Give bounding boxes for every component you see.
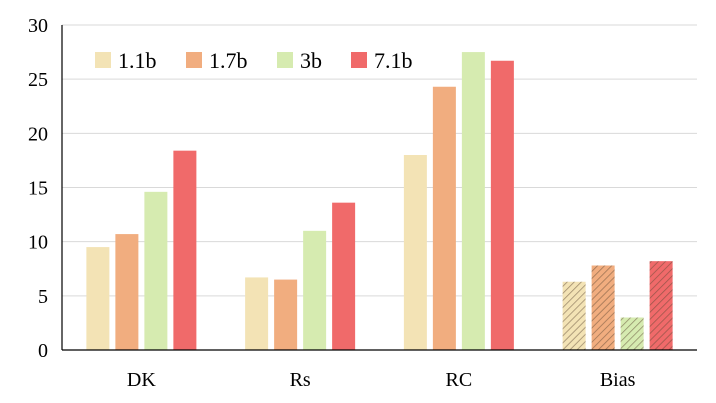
y-tick-label: 15 [28, 178, 48, 200]
bar-rs-3b [303, 230, 327, 350]
legend-label: 1.1b [118, 48, 157, 73]
bar-dk-7_1b [173, 150, 197, 350]
legend: 1.1b 1.7b 3b 7.1b [95, 48, 413, 73]
bar-dk-3b [144, 191, 168, 350]
bar-rc-1_1b [403, 155, 427, 350]
legend-label: 3b [300, 48, 322, 73]
bar-rs-1_1b [245, 277, 269, 350]
bar-bias-1_7b [591, 265, 615, 350]
legend-label: 7.1b [374, 48, 413, 73]
bar-bias-1_1b [562, 281, 586, 350]
bars [86, 52, 673, 350]
bar-bias-7_1b [649, 261, 673, 350]
y-tick-label: 20 [28, 123, 48, 145]
legend-label: 1.7b [209, 48, 248, 73]
bar-dk-1_7b [115, 234, 139, 350]
y-tick-label: 5 [38, 286, 48, 308]
axes: 0 5 10 15 20 25 30 DK Rs RC Bias [28, 15, 697, 391]
legend-swatch [95, 52, 111, 68]
y-tick-label: 25 [28, 69, 48, 91]
bar-bias-3b [620, 317, 644, 350]
bar-rs-1_7b [274, 279, 298, 350]
x-tick-label: RC [446, 369, 473, 391]
x-tick-label: Rs [290, 369, 311, 391]
y-tick-label: 0 [38, 340, 48, 362]
y-tick-label: 10 [28, 232, 48, 254]
bar-rc-3b [461, 52, 485, 350]
x-tick-label: DK [127, 369, 156, 391]
y-tick-label: 30 [28, 15, 48, 37]
bar-dk-1_1b [86, 247, 110, 350]
gridlines [62, 24, 697, 297]
legend-swatch [186, 52, 202, 68]
bar-rs-7_1b [332, 202, 356, 350]
legend-swatch [351, 52, 367, 68]
legend-swatch [277, 52, 293, 68]
bar-rc-1_7b [432, 86, 456, 350]
bar-rc-7_1b [490, 60, 514, 350]
x-tick-label: Bias [600, 369, 636, 391]
